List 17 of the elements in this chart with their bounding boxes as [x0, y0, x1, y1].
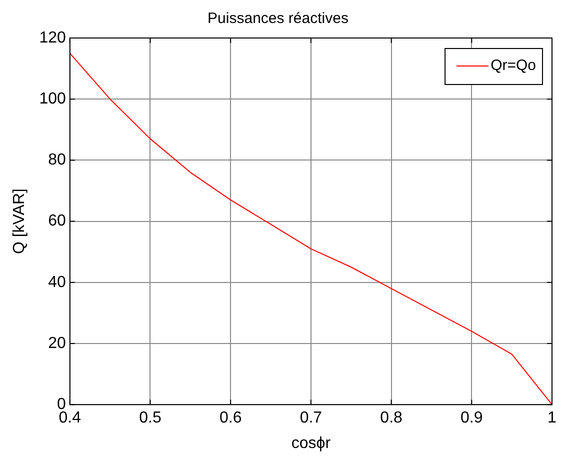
- y-tick-label: 100: [39, 90, 66, 108]
- x-axis-title: cosϕr: [291, 434, 332, 452]
- legend-label: Qr=Qo: [490, 57, 536, 74]
- y-tick-label: 60: [48, 212, 66, 230]
- x-tick-label: 0.9: [460, 410, 483, 427]
- y-tick-label: 40: [48, 274, 66, 291]
- x-tick-label: 0.8: [380, 410, 403, 427]
- y-tick-label: 20: [48, 334, 66, 352]
- x-tick-label: 0.5: [139, 410, 162, 427]
- y-tick-label: 80: [48, 152, 66, 169]
- chart-title: Puissances réactives: [208, 10, 348, 28]
- x-tick-label: 0.4: [58, 410, 82, 427]
- x-tick-label: 1: [548, 410, 557, 427]
- x-tick-label: 0.7: [300, 410, 322, 427]
- y-tick-label: 120: [39, 29, 66, 46]
- y-axis-title: Q [kVAR]: [11, 188, 28, 254]
- x-tick-label: 0.6: [219, 410, 242, 427]
